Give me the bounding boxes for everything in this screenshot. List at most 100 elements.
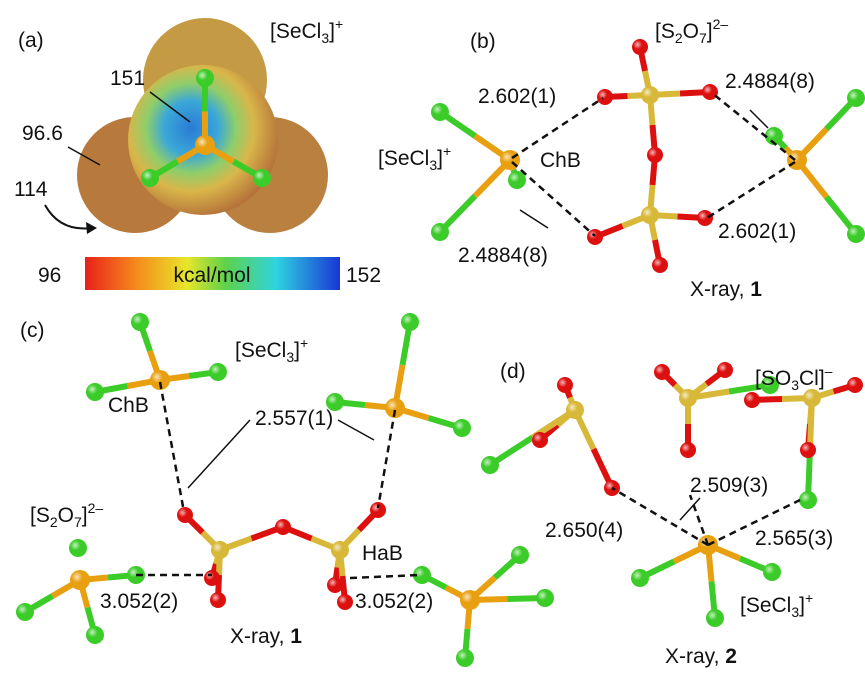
colorbar-max: 152 xyxy=(346,264,381,287)
compound-number: 1 xyxy=(750,278,762,301)
compound-number: 1 xyxy=(290,625,302,648)
formula: [SO3Cl]– xyxy=(755,363,833,393)
atom-highlight xyxy=(744,392,760,408)
caption: X-ray, 2 xyxy=(665,645,737,668)
formula-sup: – xyxy=(825,363,833,379)
compound-number: 2 xyxy=(725,645,737,668)
distance: 2.4884(8) xyxy=(725,70,815,93)
atom-highlight xyxy=(275,519,291,535)
distance: 3.052(2) xyxy=(100,590,178,613)
atom-highlight xyxy=(654,364,670,380)
atom-highlight xyxy=(337,594,353,610)
atom-highlight xyxy=(460,590,480,610)
caption: X-ray, 1 xyxy=(690,278,762,301)
atom-highlight xyxy=(209,363,227,381)
atom-highlight xyxy=(431,103,449,121)
formula-sub: 2 xyxy=(50,514,58,530)
formula-part: [SeCl xyxy=(740,594,791,617)
formula-sup: 2– xyxy=(713,16,729,32)
distance: 2.602(1) xyxy=(718,220,796,243)
atom-highlight xyxy=(647,147,663,163)
esp-label: 96.6 xyxy=(22,122,63,145)
caption-text: X-ray, xyxy=(665,645,725,668)
distance: 3.052(2) xyxy=(355,590,433,613)
formula-part: Cl] xyxy=(799,367,825,390)
atom-highlight xyxy=(69,539,87,557)
atom-highlight xyxy=(679,389,697,407)
formula: [SeCl3]+ xyxy=(740,590,813,620)
atom-highlight xyxy=(763,563,781,581)
formula-sub: 3 xyxy=(791,604,799,620)
atom-highlight xyxy=(632,39,648,55)
atom-highlight xyxy=(641,86,659,104)
atom-highlight xyxy=(799,491,817,509)
atom-highlight xyxy=(195,135,215,155)
atom-highlight xyxy=(717,362,733,378)
formula-part: [S xyxy=(655,20,675,43)
atom-highlight xyxy=(706,609,724,627)
atom-highlight xyxy=(847,89,865,107)
bond-type: ChB xyxy=(108,394,149,417)
atom-highlight xyxy=(86,626,104,644)
formula-part: O xyxy=(683,20,699,43)
atom-highlight xyxy=(680,442,696,458)
atom-highlight xyxy=(652,257,668,273)
colorbar-unit: kcal/mol xyxy=(173,264,250,287)
atom-highlight xyxy=(511,546,529,564)
panel-tag: (a) xyxy=(18,29,44,52)
formula-sub: 7 xyxy=(699,30,707,46)
formula: [SeCl3]+ xyxy=(378,143,451,173)
leader xyxy=(188,420,374,488)
atom-highlight xyxy=(204,570,220,586)
distance: 2.565(3) xyxy=(755,527,833,550)
atom-highlight xyxy=(803,389,821,407)
distance: 2.4884(8) xyxy=(458,244,548,267)
atom-highlight xyxy=(532,432,548,448)
formula-sup: + xyxy=(805,590,813,606)
atom-highlight xyxy=(566,401,584,419)
bond-type: ChB xyxy=(540,149,581,172)
panel-tag: (b) xyxy=(470,30,496,53)
colorbar-min: 96 xyxy=(38,264,61,287)
formula-sub: 3 xyxy=(429,157,437,173)
formula-sub: 3 xyxy=(286,349,294,365)
atom-highlight xyxy=(370,502,386,518)
formula-sub: 3 xyxy=(791,377,799,393)
distance: 2.602(1) xyxy=(478,85,556,108)
formula: [SeCl3]+ xyxy=(235,335,308,365)
atom-highlight xyxy=(847,225,865,243)
formula-part: [S xyxy=(30,504,50,527)
atom-highlight xyxy=(70,570,90,590)
atom-highlight xyxy=(847,377,863,393)
formula: [SeCl3]+ xyxy=(270,16,343,46)
formula-sup: 2– xyxy=(88,500,104,516)
atom-highlight xyxy=(702,84,718,100)
atom-highlight xyxy=(141,169,159,187)
distance: 2.650(4) xyxy=(545,519,623,542)
atom-highlight xyxy=(177,507,193,523)
atom-highlight xyxy=(631,569,649,587)
atom-highlight xyxy=(16,603,34,621)
atom-highlight xyxy=(536,589,554,607)
esp-label: 151 xyxy=(110,67,145,90)
atom-highlight xyxy=(196,69,214,87)
distance: 2.509(3) xyxy=(690,474,768,497)
atom-highlight xyxy=(697,210,713,226)
arrow-head xyxy=(86,222,97,234)
formula-sup: + xyxy=(335,16,343,32)
atom-highlight xyxy=(131,313,149,331)
atom-highlight xyxy=(800,442,816,458)
atom-highlight xyxy=(331,541,349,559)
caption-text: X-ray, xyxy=(690,278,750,301)
caption: X-ray, 1 xyxy=(230,625,302,648)
atom-highlight xyxy=(210,592,226,608)
bond-type: HaB xyxy=(362,542,403,565)
esp-label: 114 xyxy=(14,178,48,201)
formula: [S2O7]2– xyxy=(655,16,728,46)
formula-sub: 7 xyxy=(74,514,82,530)
atom-highlight xyxy=(500,150,520,170)
formula-part: [SeCl xyxy=(235,339,286,362)
formula-sup: + xyxy=(443,143,451,159)
formula-part: O xyxy=(58,504,74,527)
formula-sub: 3 xyxy=(321,30,329,46)
